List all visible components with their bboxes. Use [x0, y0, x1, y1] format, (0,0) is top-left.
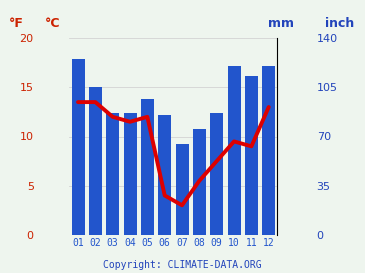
Bar — [158, 115, 171, 235]
Bar — [245, 76, 258, 235]
Bar — [176, 144, 189, 235]
Text: °C: °C — [45, 17, 61, 30]
Text: inch: inch — [325, 17, 354, 30]
Bar — [106, 113, 119, 235]
Text: °F: °F — [9, 17, 24, 30]
Bar — [123, 113, 137, 235]
Bar — [89, 87, 102, 235]
Bar — [141, 99, 154, 235]
Bar — [72, 59, 85, 235]
Text: mm: mm — [268, 17, 294, 30]
Bar — [227, 66, 241, 235]
Text: Copyright: CLIMATE-DATA.ORG: Copyright: CLIMATE-DATA.ORG — [103, 260, 262, 270]
Bar — [262, 66, 275, 235]
Bar — [193, 129, 206, 235]
Bar — [210, 113, 223, 235]
